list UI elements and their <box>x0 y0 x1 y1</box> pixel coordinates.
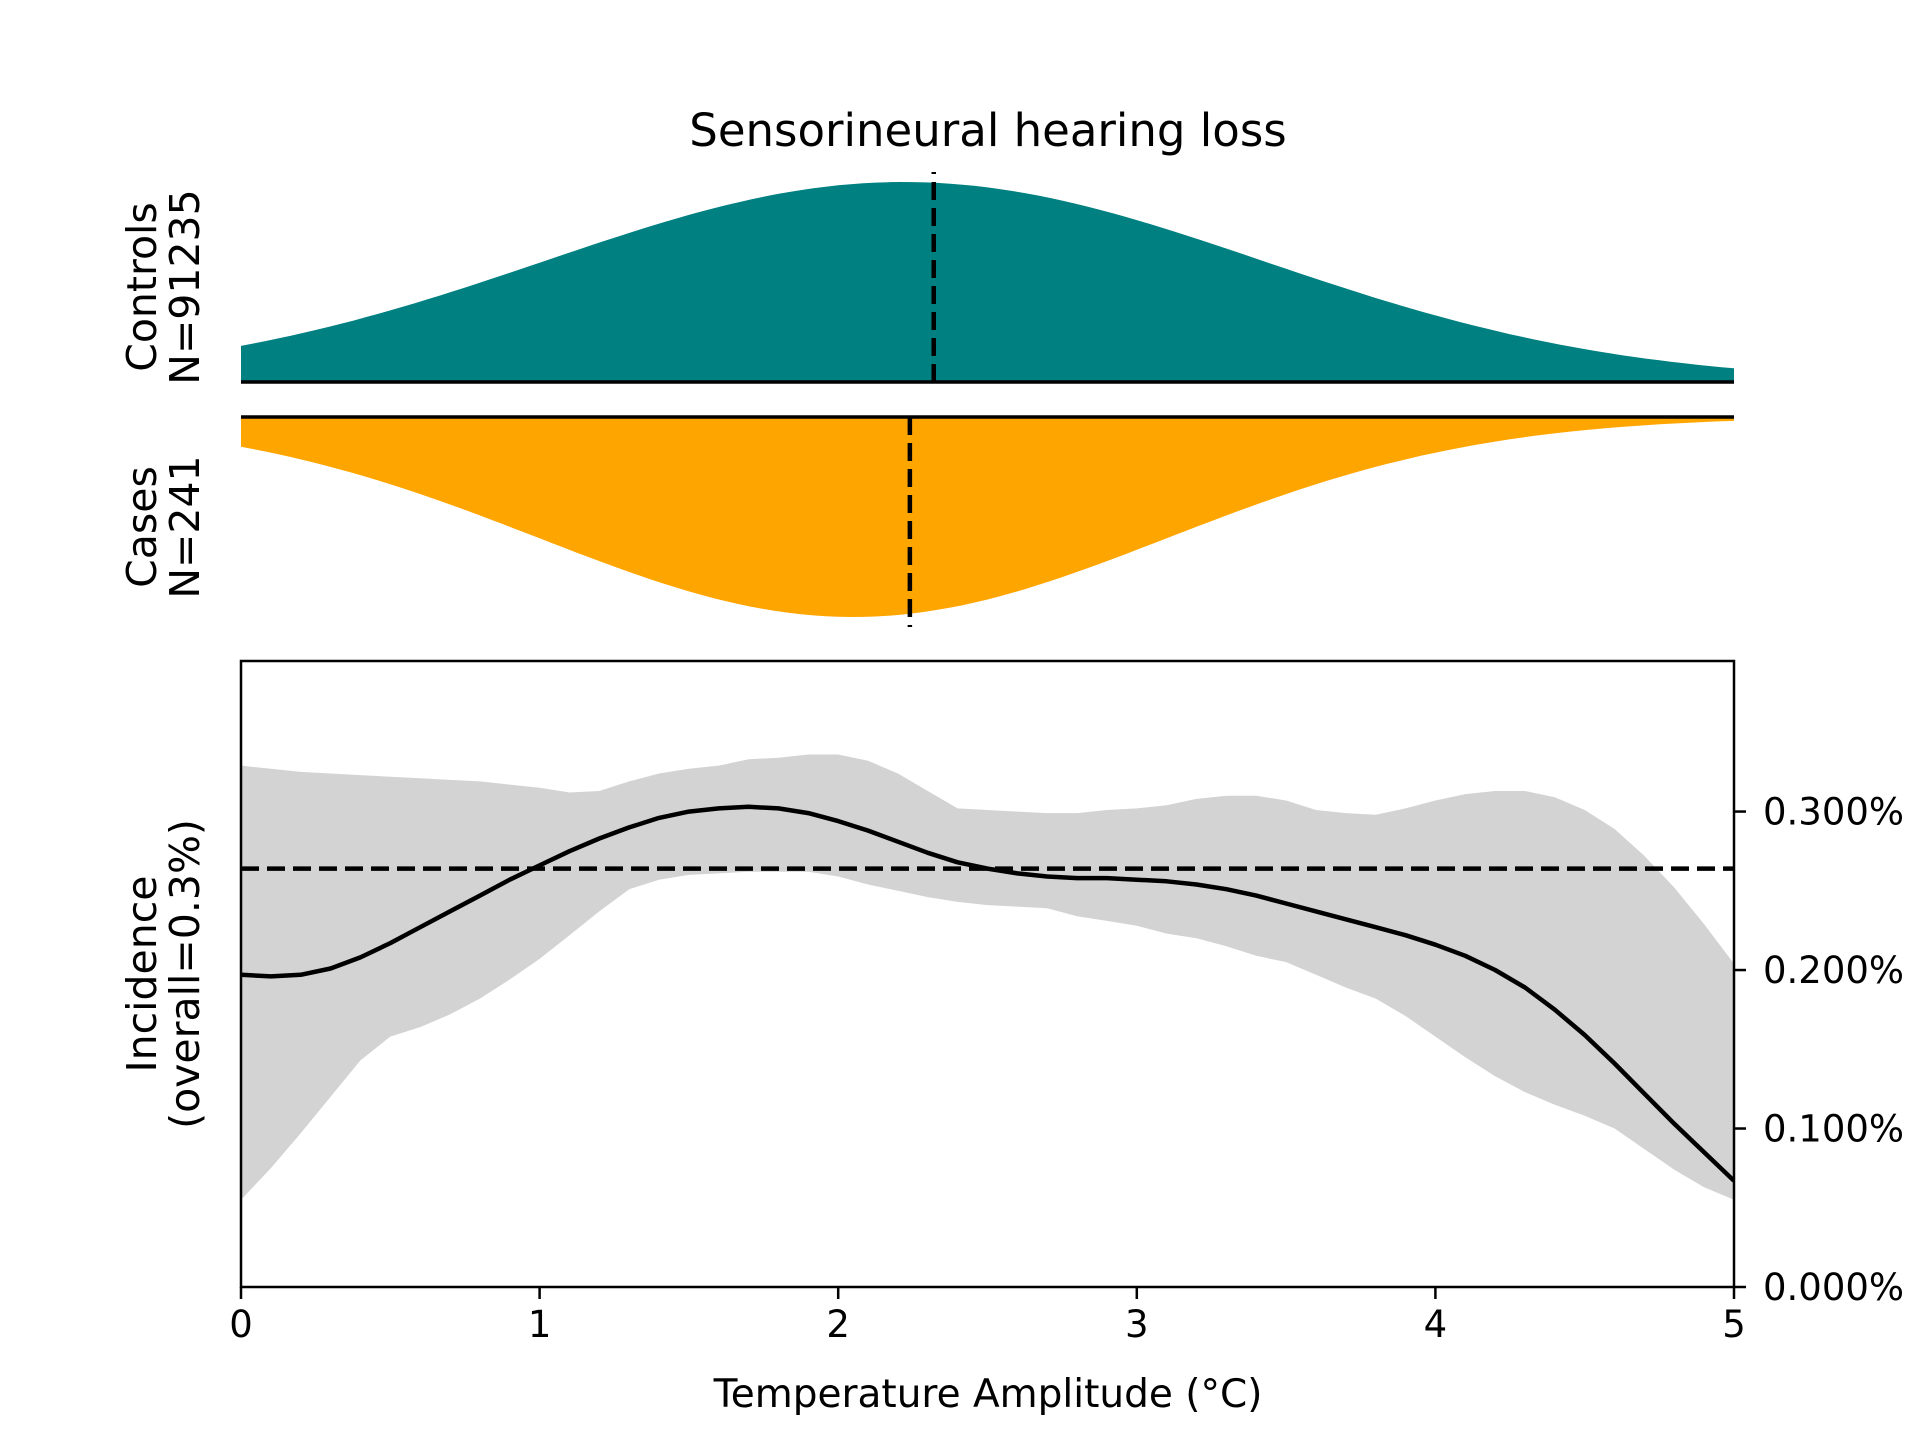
incidence-label: Incidence(overall=0.3%) <box>118 819 209 1129</box>
incidence-label-line: (overall=0.3%) <box>161 819 209 1129</box>
incidence-label-line: Incidence <box>118 875 166 1072</box>
x-tick-label: 2 <box>826 1303 850 1346</box>
x-tick-label: 0 <box>229 1303 253 1346</box>
x-tick-label: 3 <box>1125 1303 1149 1346</box>
cases-label: CasesN=241 <box>118 455 209 598</box>
incidence-axes-frame <box>239 659 1736 1289</box>
incidence-panel: 0 1 2 3 4 5 0.000% 0.100% 0.200% 0.300% Incidence(… <box>118 659 1904 1346</box>
cases-label-line: Cases <box>118 466 166 588</box>
x-tick-label: 4 <box>1424 1303 1448 1346</box>
x-axis-label: Temperature Amplitude (°C) <box>713 1372 1263 1417</box>
cases-density-area <box>241 417 1734 617</box>
y-tick-label: 0.000% <box>1763 1266 1904 1309</box>
incidence-plot-area <box>241 754 1734 1200</box>
y-tick-label: 0.100% <box>1763 1108 1904 1151</box>
x-tick-label: 1 <box>528 1303 552 1346</box>
incidence-line <box>241 804 1734 1183</box>
controls-density-panel: ControlsN=91235 <box>118 172 1734 385</box>
y-tick-label: 0.300% <box>1763 791 1904 834</box>
controls-label-line: Controls <box>118 202 166 372</box>
confidence-band <box>241 754 1734 1200</box>
cases-label-line: N=241 <box>161 455 209 598</box>
cases-density-panel: CasesN=241 <box>118 415 1734 627</box>
controls-density-area <box>241 182 1734 382</box>
chart-title: Sensorineural hearing loss <box>689 104 1286 157</box>
controls-label-line: N=91235 <box>161 189 209 384</box>
x-tick-label: 5 <box>1722 1303 1746 1346</box>
controls-label: ControlsN=91235 <box>118 189 209 384</box>
y-tick-label: 0.200% <box>1763 949 1904 992</box>
